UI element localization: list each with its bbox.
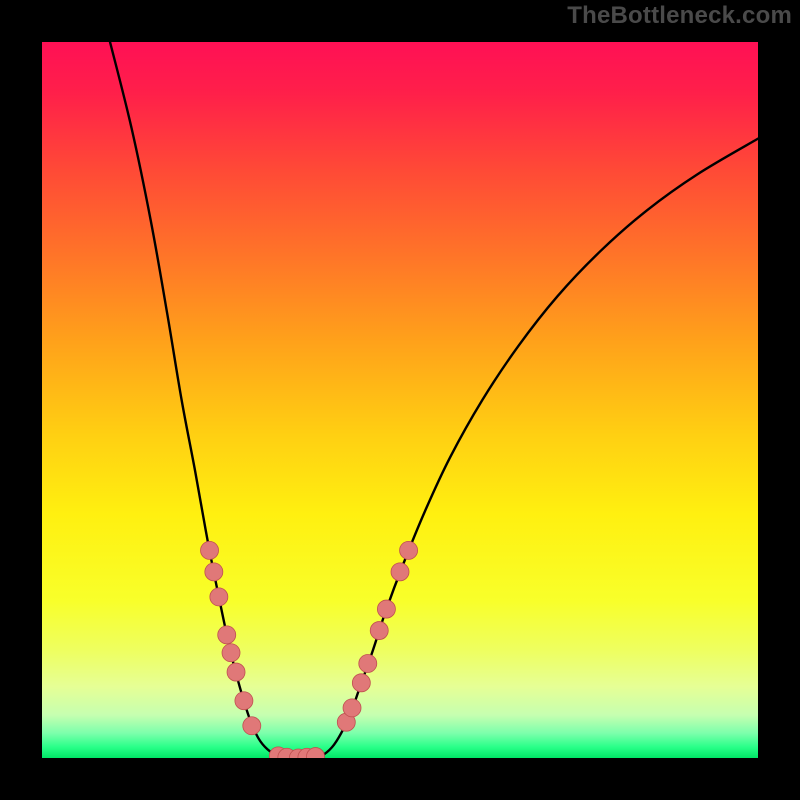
data-marker — [377, 600, 395, 618]
data-marker — [391, 563, 409, 581]
bottleneck-curve-chart — [0, 0, 800, 800]
data-marker — [201, 541, 219, 559]
watermark-text: TheBottleneck.com — [567, 2, 792, 30]
data-marker — [359, 654, 377, 672]
data-marker — [205, 563, 223, 581]
data-marker — [352, 674, 370, 692]
data-marker — [343, 699, 361, 717]
data-marker — [243, 717, 261, 735]
plot-background — [42, 42, 758, 758]
data-marker — [227, 663, 245, 681]
data-marker — [222, 644, 240, 662]
data-marker — [210, 588, 228, 606]
chart-root: TheBottleneck.com — [0, 0, 800, 800]
data-marker — [235, 692, 253, 710]
data-marker — [370, 622, 388, 640]
data-marker — [218, 626, 236, 644]
data-marker — [400, 541, 418, 559]
